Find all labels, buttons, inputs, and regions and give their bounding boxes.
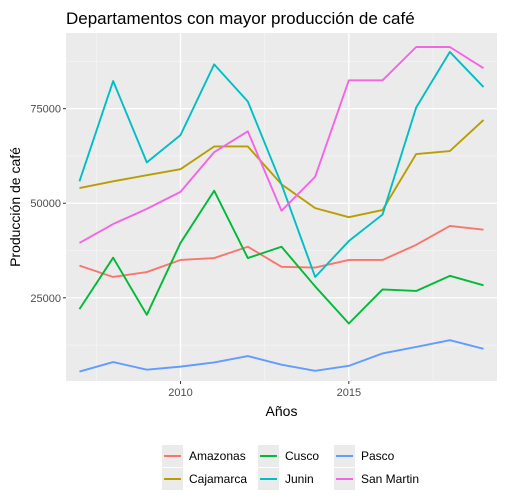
legend-item-san-martin: San Martin — [334, 468, 419, 490]
series-line-cusco — [78, 189, 484, 325]
y-tick-label: 50000 — [30, 198, 61, 210]
x-axis: 2010 2015 — [168, 381, 361, 399]
series-line-san-martin — [79, 46, 485, 244]
legend-item-cusco: Cusco — [258, 445, 319, 467]
series-line-junin — [78, 50, 485, 278]
x-tick-label: 2010 — [168, 387, 192, 399]
series-line-amazonas — [79, 224, 484, 278]
legend-label: Cajamarca — [189, 472, 247, 486]
legend-item-junin: Junin — [258, 468, 314, 490]
legend-label: Pasco — [361, 449, 395, 463]
y-axis: 25000 50000 75000 — [30, 104, 66, 305]
legend-item-pasco: Pasco — [334, 445, 395, 467]
x-tick-label: 2015 — [337, 387, 361, 399]
y-tick-label: 75000 — [30, 104, 61, 116]
legend: Amazonas Cajamarca Cusco Junin Pasco San Mart… — [162, 445, 419, 490]
chart-title: Departamentos con mayor producción de ca… — [66, 9, 415, 28]
legend-label: Cusco — [285, 449, 319, 463]
legend-item-cajamarca: Cajamarca — [162, 468, 247, 490]
series-lines — [78, 46, 485, 373]
x-axis-title: Años — [266, 403, 298, 419]
series-line-pasco — [79, 339, 484, 373]
y-axis-title: Producción de café — [7, 147, 23, 267]
grid-minor — [66, 33, 497, 381]
y-tick-label: 25000 — [30, 293, 61, 305]
legend-item-amazonas: Amazonas — [162, 445, 246, 467]
plot-panel — [66, 33, 497, 381]
legend-label: Junin — [285, 472, 314, 486]
legend-label: San Martin — [361, 472, 419, 486]
legend-label: Amazonas — [189, 449, 246, 463]
